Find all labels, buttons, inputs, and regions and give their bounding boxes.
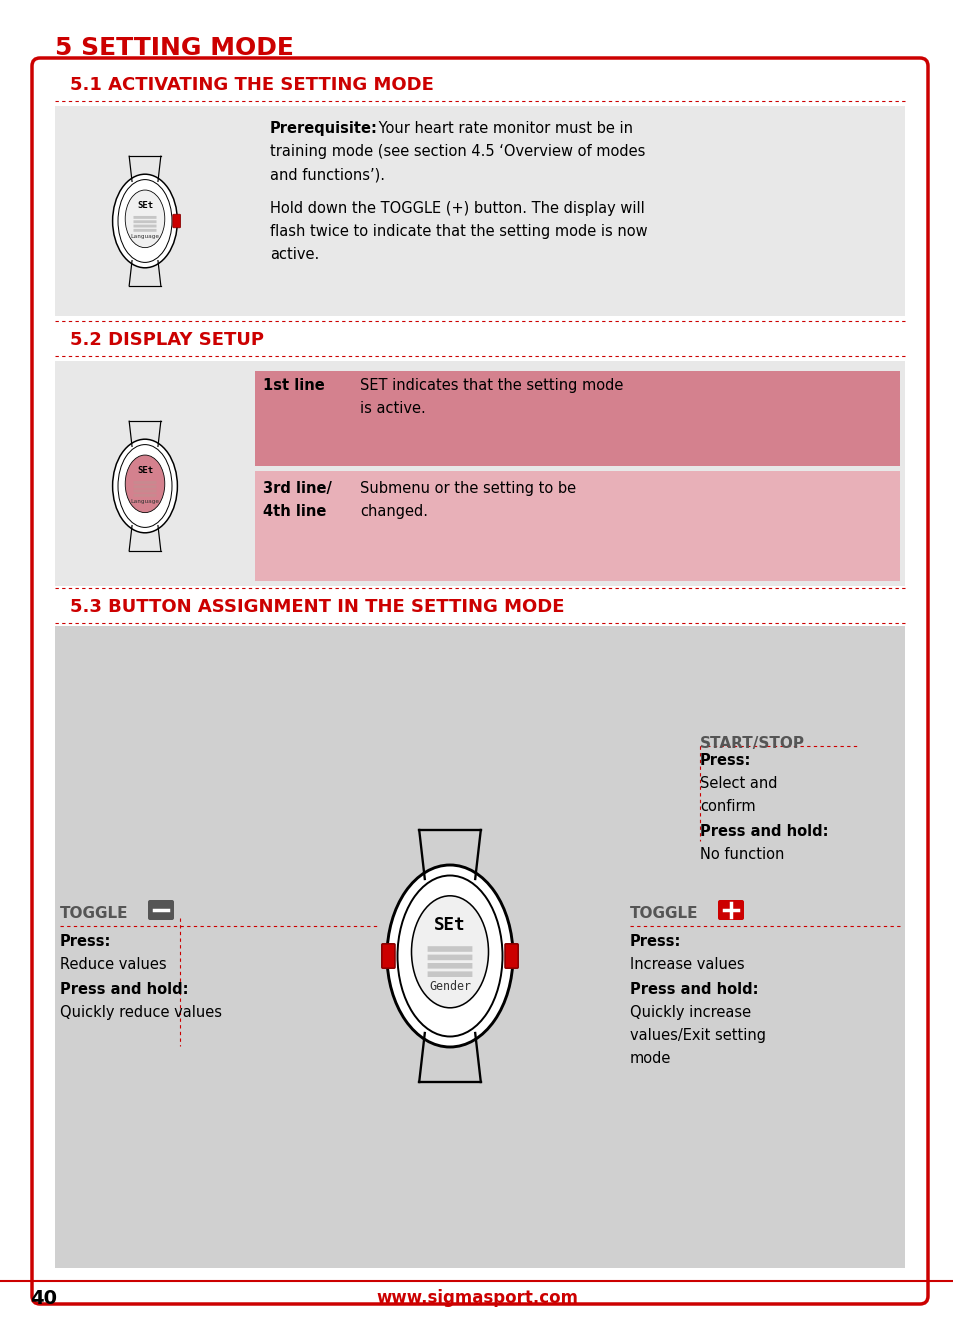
Text: SEt: SEt xyxy=(434,916,465,934)
Text: No function: No function xyxy=(700,847,783,862)
Ellipse shape xyxy=(387,864,513,1047)
FancyBboxPatch shape xyxy=(133,489,156,493)
Text: TOGGLE: TOGGLE xyxy=(60,906,129,921)
Text: Reduce values: Reduce values xyxy=(60,957,167,973)
FancyBboxPatch shape xyxy=(148,900,173,921)
FancyBboxPatch shape xyxy=(55,627,904,1268)
Text: START/STOP: START/STOP xyxy=(700,736,804,751)
Text: 5.3 BUTTON ASSIGNMENT IN THE SETTING MODE: 5.3 BUTTON ASSIGNMENT IN THE SETTING MOD… xyxy=(70,599,564,616)
Ellipse shape xyxy=(112,174,177,267)
Text: Press:: Press: xyxy=(700,754,751,768)
Text: Your heart rate monitor must be in: Your heart rate monitor must be in xyxy=(374,122,633,136)
Text: 40: 40 xyxy=(30,1288,57,1308)
Text: Prerequisite:: Prerequisite: xyxy=(270,122,377,136)
Text: Quickly increase: Quickly increase xyxy=(629,1005,750,1019)
Text: Press and hold:: Press and hold: xyxy=(700,824,827,839)
Text: Press:: Press: xyxy=(60,934,112,949)
Text: is active.: is active. xyxy=(359,401,425,415)
FancyBboxPatch shape xyxy=(133,228,156,232)
Text: 5.2 DISPLAY SETUP: 5.2 DISPLAY SETUP xyxy=(70,331,264,349)
Text: Select and: Select and xyxy=(700,776,777,791)
FancyBboxPatch shape xyxy=(172,214,180,227)
Text: Press and hold:: Press and hold: xyxy=(60,982,189,997)
FancyBboxPatch shape xyxy=(427,963,472,969)
Text: 5.1 ACTIVATING THE SETTING MODE: 5.1 ACTIVATING THE SETTING MODE xyxy=(70,76,434,94)
FancyBboxPatch shape xyxy=(55,361,904,587)
Text: Press:: Press: xyxy=(629,934,680,949)
Text: SET indicates that the setting mode: SET indicates that the setting mode xyxy=(359,378,622,393)
FancyBboxPatch shape xyxy=(504,943,517,969)
FancyBboxPatch shape xyxy=(427,971,472,977)
Text: 1st line: 1st line xyxy=(263,378,324,393)
Text: Submenu or the setting to be: Submenu or the setting to be xyxy=(359,481,576,496)
Text: Press and hold:: Press and hold: xyxy=(629,982,758,997)
FancyBboxPatch shape xyxy=(133,494,156,497)
FancyBboxPatch shape xyxy=(254,472,899,581)
Text: Language: Language xyxy=(131,234,159,239)
Text: active.: active. xyxy=(270,247,319,262)
Text: Quickly reduce values: Quickly reduce values xyxy=(60,1005,222,1019)
Text: and functions’).: and functions’). xyxy=(270,167,385,182)
FancyBboxPatch shape xyxy=(133,481,156,484)
FancyBboxPatch shape xyxy=(427,955,472,961)
FancyBboxPatch shape xyxy=(254,371,899,466)
Text: www.sigmasport.com: www.sigmasport.com xyxy=(375,1289,578,1307)
Text: SEt: SEt xyxy=(137,466,152,474)
Text: values/Exit setting: values/Exit setting xyxy=(629,1027,765,1043)
FancyBboxPatch shape xyxy=(427,946,472,951)
Text: 3rd line/: 3rd line/ xyxy=(263,481,332,496)
Ellipse shape xyxy=(112,440,177,533)
Ellipse shape xyxy=(411,896,488,1007)
Text: SEt: SEt xyxy=(137,200,152,210)
FancyBboxPatch shape xyxy=(55,106,904,317)
FancyBboxPatch shape xyxy=(32,57,927,1304)
Text: Language: Language xyxy=(131,500,159,505)
FancyBboxPatch shape xyxy=(133,220,156,223)
Text: Hold down the TOGGLE (+) button. The display will: Hold down the TOGGLE (+) button. The dis… xyxy=(270,200,644,216)
Text: TOGGLE: TOGGLE xyxy=(629,906,698,921)
Text: flash twice to indicate that the setting mode is now: flash twice to indicate that the setting… xyxy=(270,224,647,239)
Text: mode: mode xyxy=(629,1051,671,1066)
Text: Increase values: Increase values xyxy=(629,957,744,973)
Text: 5 SETTING MODE: 5 SETTING MODE xyxy=(55,36,294,60)
FancyBboxPatch shape xyxy=(133,485,156,488)
FancyBboxPatch shape xyxy=(718,900,743,921)
Ellipse shape xyxy=(125,190,165,247)
FancyBboxPatch shape xyxy=(133,216,156,219)
FancyBboxPatch shape xyxy=(381,943,395,969)
Ellipse shape xyxy=(125,456,165,513)
Text: changed.: changed. xyxy=(359,504,428,518)
Text: confirm: confirm xyxy=(700,799,755,814)
Text: training mode (see section 4.5 ‘Overview of modes: training mode (see section 4.5 ‘Overview… xyxy=(270,144,644,159)
FancyBboxPatch shape xyxy=(133,224,156,227)
Text: 4th line: 4th line xyxy=(263,504,326,518)
Text: Gender: Gender xyxy=(429,981,471,993)
